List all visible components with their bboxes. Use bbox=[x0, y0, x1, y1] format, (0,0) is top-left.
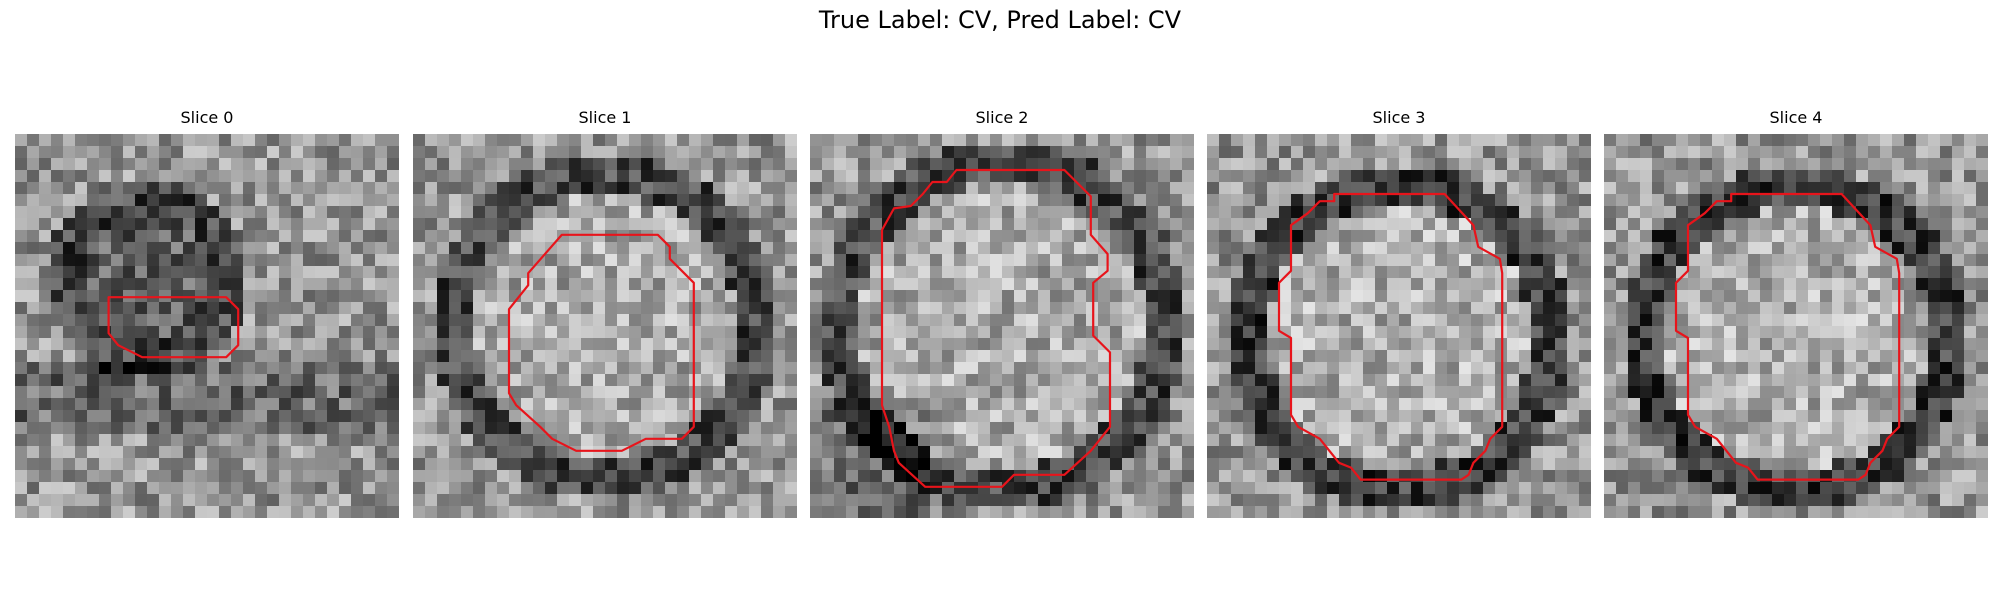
segmentation-contour bbox=[507, 233, 695, 452]
slice-panel-4: Slice 4 bbox=[1604, 108, 1988, 520]
slice-image bbox=[1207, 134, 1591, 518]
segmentation-contour bbox=[880, 168, 1112, 488]
contour-line bbox=[880, 168, 1112, 488]
contour-line bbox=[107, 296, 240, 359]
segmentation-contour bbox=[107, 296, 240, 359]
slice-panel-3: Slice 3 bbox=[1207, 108, 1591, 520]
slice-image bbox=[413, 134, 797, 518]
contour-line bbox=[1674, 192, 1901, 481]
contour-line bbox=[1277, 192, 1504, 481]
slice-image bbox=[15, 134, 399, 518]
slice-panel-0: Slice 0 bbox=[15, 108, 399, 520]
contour-line bbox=[507, 233, 695, 452]
slice-panel-1: Slice 1 bbox=[413, 108, 797, 520]
figure-suptitle: True Label: CV, Pred Label: CV bbox=[818, 6, 1182, 34]
slice-title: Slice 4 bbox=[1769, 108, 1823, 127]
slice-title: Slice 3 bbox=[1372, 108, 1426, 127]
slice-image bbox=[810, 134, 1194, 518]
slice-title: Slice 0 bbox=[180, 108, 234, 127]
slice-image bbox=[1604, 134, 1988, 518]
slice-title: Slice 1 bbox=[578, 108, 632, 127]
slice-title: Slice 2 bbox=[975, 108, 1029, 127]
segmentation-contour bbox=[1674, 192, 1901, 481]
segmentation-contour bbox=[1277, 192, 1504, 481]
slice-panel-2: Slice 2 bbox=[810, 108, 1194, 520]
